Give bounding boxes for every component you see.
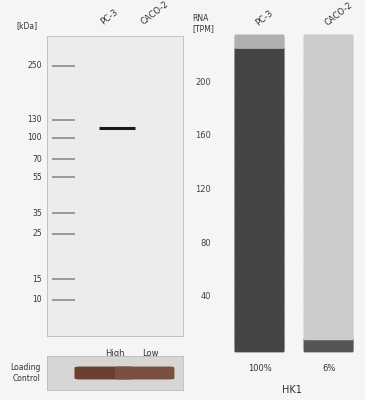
FancyBboxPatch shape xyxy=(304,59,354,73)
FancyBboxPatch shape xyxy=(234,83,285,98)
FancyBboxPatch shape xyxy=(304,180,354,194)
Text: CACO-2: CACO-2 xyxy=(139,0,170,27)
FancyBboxPatch shape xyxy=(304,132,354,146)
FancyBboxPatch shape xyxy=(234,192,285,207)
FancyBboxPatch shape xyxy=(234,204,285,219)
Text: 250: 250 xyxy=(27,62,42,70)
FancyBboxPatch shape xyxy=(234,277,285,292)
Text: CACO-2: CACO-2 xyxy=(323,1,354,28)
FancyBboxPatch shape xyxy=(304,47,354,61)
Text: High: High xyxy=(105,350,125,358)
FancyBboxPatch shape xyxy=(234,302,285,316)
FancyBboxPatch shape xyxy=(234,95,285,110)
Text: RNA
[TPM]: RNA [TPM] xyxy=(192,14,214,33)
FancyBboxPatch shape xyxy=(304,168,354,182)
FancyBboxPatch shape xyxy=(304,144,354,158)
FancyBboxPatch shape xyxy=(304,277,354,292)
FancyBboxPatch shape xyxy=(234,326,285,340)
FancyBboxPatch shape xyxy=(304,290,354,304)
FancyBboxPatch shape xyxy=(304,326,354,340)
FancyBboxPatch shape xyxy=(304,216,354,231)
FancyBboxPatch shape xyxy=(304,71,354,85)
Text: PC-3: PC-3 xyxy=(99,8,119,27)
FancyBboxPatch shape xyxy=(234,168,285,182)
FancyBboxPatch shape xyxy=(234,120,285,134)
FancyBboxPatch shape xyxy=(304,204,354,219)
FancyBboxPatch shape xyxy=(304,229,354,243)
Text: Loading
Control: Loading Control xyxy=(10,363,40,383)
Text: 80: 80 xyxy=(201,238,211,248)
FancyBboxPatch shape xyxy=(304,241,354,255)
FancyBboxPatch shape xyxy=(74,366,134,380)
Text: 40: 40 xyxy=(201,292,211,301)
FancyBboxPatch shape xyxy=(304,34,354,49)
FancyBboxPatch shape xyxy=(304,302,354,316)
Text: 160: 160 xyxy=(196,131,211,140)
FancyBboxPatch shape xyxy=(234,241,285,255)
FancyBboxPatch shape xyxy=(304,192,354,207)
FancyBboxPatch shape xyxy=(304,83,354,98)
FancyBboxPatch shape xyxy=(234,59,285,73)
FancyBboxPatch shape xyxy=(304,338,354,352)
FancyBboxPatch shape xyxy=(304,107,354,122)
Text: 10: 10 xyxy=(32,296,42,304)
Text: PC-3: PC-3 xyxy=(254,9,275,28)
FancyBboxPatch shape xyxy=(304,253,354,267)
FancyBboxPatch shape xyxy=(234,290,285,304)
Text: 70: 70 xyxy=(32,154,42,164)
FancyBboxPatch shape xyxy=(304,120,354,134)
FancyBboxPatch shape xyxy=(304,314,354,328)
FancyBboxPatch shape xyxy=(234,156,285,170)
FancyBboxPatch shape xyxy=(234,216,285,231)
Text: [kDa]: [kDa] xyxy=(16,21,38,30)
Text: 6%: 6% xyxy=(322,364,335,373)
Text: HK1: HK1 xyxy=(282,384,301,394)
FancyBboxPatch shape xyxy=(234,144,285,158)
Text: 15: 15 xyxy=(32,274,42,284)
FancyBboxPatch shape xyxy=(234,71,285,85)
Text: 55: 55 xyxy=(32,172,42,182)
FancyBboxPatch shape xyxy=(234,132,285,146)
FancyBboxPatch shape xyxy=(234,253,285,267)
Text: 25: 25 xyxy=(32,230,42,238)
Text: 130: 130 xyxy=(27,116,42,124)
FancyBboxPatch shape xyxy=(304,156,354,170)
FancyBboxPatch shape xyxy=(115,366,174,380)
FancyBboxPatch shape xyxy=(234,314,285,328)
FancyBboxPatch shape xyxy=(304,95,354,110)
FancyBboxPatch shape xyxy=(304,265,354,280)
FancyBboxPatch shape xyxy=(234,34,285,49)
Text: Low: Low xyxy=(142,350,158,358)
Text: 100%: 100% xyxy=(247,364,272,373)
Text: 100: 100 xyxy=(27,134,42,142)
FancyBboxPatch shape xyxy=(234,47,285,61)
Text: 200: 200 xyxy=(196,78,211,87)
FancyBboxPatch shape xyxy=(234,107,285,122)
Text: 120: 120 xyxy=(196,185,211,194)
Text: 35: 35 xyxy=(32,208,42,218)
FancyBboxPatch shape xyxy=(234,229,285,243)
FancyBboxPatch shape xyxy=(234,338,285,352)
FancyBboxPatch shape xyxy=(234,265,285,280)
FancyBboxPatch shape xyxy=(234,180,285,194)
